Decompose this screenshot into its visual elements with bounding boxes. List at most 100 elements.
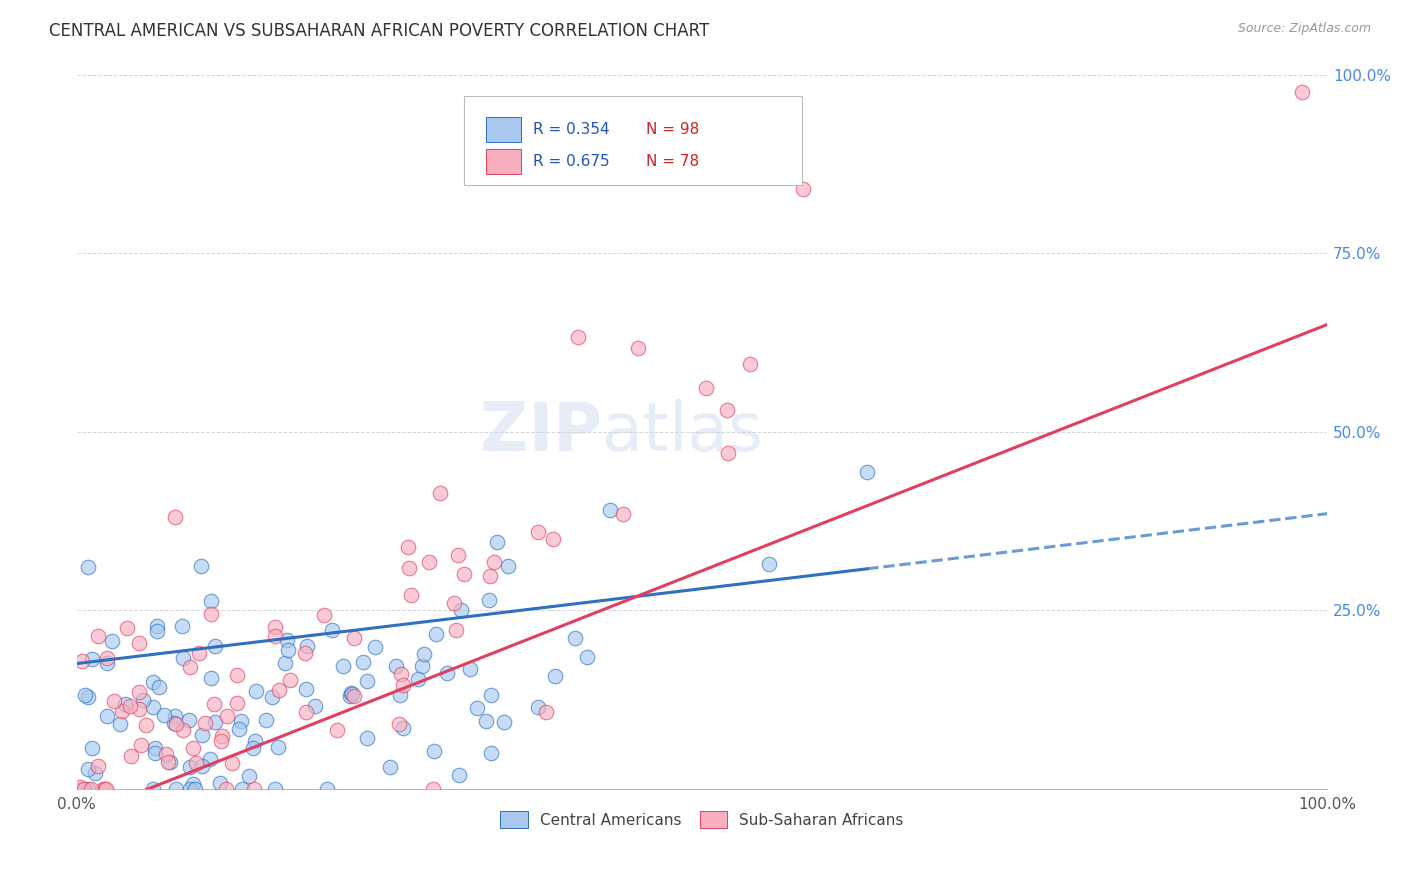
Point — [276, 633, 298, 648]
Point — [378, 760, 401, 774]
Point — [69, 780, 91, 795]
Point — [627, 341, 650, 355]
Point — [450, 603, 472, 617]
Point — [145, 618, 167, 632]
Point — [486, 534, 509, 549]
Point — [200, 607, 222, 621]
Point — [111, 704, 134, 718]
Point — [716, 403, 738, 417]
Point — [277, 642, 299, 657]
Point — [80, 652, 103, 666]
Point — [96, 708, 118, 723]
Point — [202, 697, 225, 711]
Point — [243, 781, 266, 796]
Point — [128, 702, 150, 716]
Point — [179, 760, 201, 774]
Point — [294, 646, 316, 660]
Point — [274, 656, 297, 670]
Point — [142, 674, 165, 689]
Point — [194, 715, 217, 730]
Point — [163, 510, 186, 524]
Point — [72, 781, 94, 796]
Point — [356, 731, 378, 745]
Point — [200, 671, 222, 685]
Point — [447, 548, 470, 562]
Point — [340, 687, 363, 701]
Point — [191, 759, 214, 773]
Point — [143, 746, 166, 760]
Point — [155, 747, 177, 761]
Point — [453, 567, 475, 582]
Point — [564, 631, 586, 645]
Point — [163, 715, 186, 730]
Point — [217, 708, 239, 723]
Point — [263, 620, 285, 634]
Point — [267, 682, 290, 697]
Point — [128, 636, 150, 650]
Point — [425, 627, 447, 641]
Point — [304, 699, 326, 714]
Point — [326, 723, 349, 737]
Point — [86, 758, 108, 772]
Text: N = 78: N = 78 — [645, 154, 699, 169]
Point — [479, 689, 502, 703]
Point — [120, 698, 142, 713]
Point — [295, 682, 318, 697]
Point — [87, 629, 110, 643]
Point — [475, 714, 498, 729]
Point — [1291, 86, 1313, 100]
Point — [458, 662, 481, 676]
Point — [447, 768, 470, 782]
Point — [758, 557, 780, 571]
Point — [494, 714, 516, 729]
Point — [260, 690, 283, 704]
Point — [211, 730, 233, 744]
Point — [243, 733, 266, 747]
Point — [94, 781, 117, 796]
Point — [418, 555, 440, 569]
Point — [204, 640, 226, 654]
Point — [73, 781, 96, 796]
Point — [135, 718, 157, 732]
Point — [482, 555, 505, 569]
Point — [399, 588, 422, 602]
Point — [695, 381, 717, 395]
Legend: Central Americans, Sub-Saharan Africans: Central Americans, Sub-Saharan Africans — [494, 805, 910, 834]
Point — [181, 777, 204, 791]
Text: R = 0.675: R = 0.675 — [533, 154, 610, 169]
Text: R = 0.354: R = 0.354 — [533, 122, 610, 137]
Point — [599, 502, 621, 516]
Point — [143, 741, 166, 756]
Text: ZIP: ZIP — [479, 399, 602, 465]
Point — [266, 739, 288, 754]
Point — [389, 667, 412, 681]
Point — [389, 688, 412, 702]
Point — [412, 648, 434, 662]
Point — [321, 623, 343, 637]
Point — [392, 678, 415, 692]
Point — [215, 781, 238, 796]
Point — [396, 541, 419, 555]
Text: atlas: atlas — [602, 399, 763, 465]
Point — [238, 769, 260, 783]
Point — [312, 608, 335, 623]
Point — [73, 689, 96, 703]
Text: N = 98: N = 98 — [645, 122, 699, 137]
Point — [184, 756, 207, 770]
Point — [132, 693, 155, 707]
Bar — [485, 117, 520, 142]
Point — [443, 596, 465, 610]
Point — [117, 621, 139, 635]
Point — [208, 775, 231, 789]
Point — [188, 646, 211, 660]
Point — [225, 668, 247, 682]
Point — [245, 684, 267, 698]
Point — [612, 508, 634, 522]
Point — [142, 700, 165, 714]
Point — [181, 740, 204, 755]
Point — [385, 659, 408, 673]
Point — [423, 743, 446, 757]
Point — [567, 330, 589, 344]
Point — [406, 672, 429, 686]
Point — [159, 755, 181, 769]
